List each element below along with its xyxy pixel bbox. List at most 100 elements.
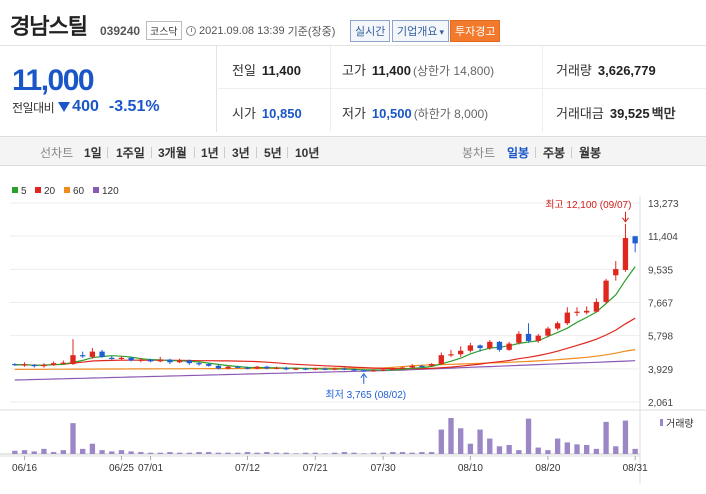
candle-body bbox=[438, 355, 444, 365]
candle-body bbox=[370, 370, 377, 372]
volume-bar bbox=[419, 452, 425, 454]
stat-value: 39,525 bbox=[609, 106, 650, 121]
tab-10y[interactable]: 10년 bbox=[295, 146, 320, 160]
candle-body bbox=[448, 354, 454, 356]
volume-bar bbox=[613, 446, 619, 454]
candle-body bbox=[312, 368, 318, 370]
candle-body bbox=[80, 355, 86, 357]
divider bbox=[330, 46, 331, 132]
realtime-button[interactable]: 실시간 bbox=[350, 20, 391, 42]
candle-body bbox=[477, 345, 483, 349]
tab-3m[interactable]: 3개월 bbox=[158, 146, 187, 160]
candle-body bbox=[399, 367, 406, 369]
candle-body bbox=[603, 280, 609, 302]
tab-1w[interactable]: 1주일 bbox=[116, 146, 145, 160]
candle-body bbox=[564, 312, 570, 324]
x-axis: 06/16 06/25 07/01 07/12 07/21 07/30 08/10 08/20… bbox=[0, 455, 648, 474]
ma-line-120 bbox=[14, 360, 636, 381]
stat-unit: 백만 bbox=[651, 106, 676, 121]
legend-swatch-20 bbox=[35, 187, 41, 193]
chart-legend: 5 20 60 120 bbox=[12, 186, 119, 197]
volume-bar bbox=[60, 450, 66, 454]
tab-monthly[interactable]: 월봉 bbox=[579, 146, 602, 160]
y-tick-label: 5,798 bbox=[648, 332, 673, 343]
candle-body bbox=[283, 367, 289, 370]
stat-sub: (상한가 14,800) bbox=[412, 64, 495, 78]
candle-body bbox=[12, 364, 18, 366]
volume-bar bbox=[157, 452, 163, 454]
company-overview-button[interactable]: 기업개요 ▾ bbox=[392, 20, 450, 42]
divider bbox=[535, 147, 536, 158]
volume-bar bbox=[302, 452, 309, 454]
market-badge: 코스닥 bbox=[146, 21, 182, 40]
tab-5y[interactable]: 5년 bbox=[264, 146, 282, 160]
y-tick-label: 7,667 bbox=[648, 299, 673, 310]
tab-weekly[interactable]: 주봉 bbox=[543, 146, 566, 160]
volume-bar bbox=[361, 453, 367, 454]
stock-code: 039240 bbox=[100, 24, 141, 38]
volume-bar bbox=[564, 442, 570, 454]
volume-bar bbox=[496, 446, 503, 454]
tab-1y[interactable]: 1년 bbox=[201, 146, 219, 160]
candle-body bbox=[574, 311, 580, 313]
volume-bar bbox=[341, 452, 348, 454]
tab-daily[interactable]: 일봉 bbox=[507, 146, 530, 160]
candle-body bbox=[458, 350, 464, 355]
candle-body bbox=[215, 365, 222, 369]
candlestick-chart[interactable]: 5 20 60 120 13,273 11,404 9,535 7,667 5,798 3,92… bbox=[0, 166, 706, 494]
chevron-down-icon: ▾ bbox=[439, 27, 445, 37]
volume-bar bbox=[535, 447, 541, 454]
legend-label-120: 120 bbox=[102, 186, 119, 197]
stat-label: 시가 bbox=[232, 106, 256, 121]
volume-bar bbox=[128, 451, 134, 454]
current-price: 11,000 bbox=[12, 64, 95, 97]
volume-bar bbox=[506, 445, 512, 454]
divider bbox=[107, 147, 108, 158]
legend-label-5: 5 bbox=[21, 186, 27, 197]
volume-legend-swatch bbox=[660, 419, 663, 426]
stat-label: 고가 bbox=[342, 63, 366, 78]
stock-name: 경남스틸 bbox=[10, 14, 88, 39]
change-label: 전일대비 bbox=[12, 100, 55, 115]
volume-bar bbox=[332, 452, 338, 454]
candle-body bbox=[632, 236, 638, 244]
volume-bar bbox=[409, 452, 415, 454]
candle-body bbox=[109, 357, 115, 360]
stat-value: 10,500 bbox=[371, 106, 412, 121]
tab-1d[interactable]: 1일 bbox=[84, 146, 102, 160]
basis-text: 기준(장중) bbox=[287, 26, 336, 38]
x-tick-label: 08/20 bbox=[535, 463, 560, 474]
candle-body bbox=[41, 364, 47, 367]
stat-sub: (하한가 8,000) bbox=[413, 107, 489, 121]
volume-bar bbox=[322, 453, 328, 454]
volume-bar bbox=[235, 452, 241, 454]
stat-label: 전일 bbox=[232, 63, 256, 78]
x-tick-label: 07/12 bbox=[235, 463, 260, 474]
price-stats: 전일 11,400 고가 11,400 (상한가 14,800) 거래량 3,626,7… bbox=[218, 46, 706, 132]
y-tick-label: 2,061 bbox=[648, 398, 673, 409]
volume-bar bbox=[370, 452, 377, 454]
candle-body bbox=[351, 369, 357, 371]
volume-label: 거래량 bbox=[666, 418, 694, 430]
volume-bar bbox=[574, 444, 580, 454]
divider bbox=[287, 147, 288, 158]
volume-bar bbox=[254, 452, 260, 454]
investment-warning-badge[interactable]: 투자경고 bbox=[450, 20, 501, 42]
max-arrow-head bbox=[622, 217, 629, 223]
candle-body bbox=[21, 364, 28, 366]
volume-bar bbox=[351, 452, 357, 454]
candle-body bbox=[332, 368, 338, 370]
tab-3y[interactable]: 3년 bbox=[232, 146, 250, 160]
volume-bar bbox=[458, 428, 464, 454]
candle-body bbox=[545, 328, 551, 336]
volume-bar bbox=[12, 450, 18, 454]
volume-bar bbox=[273, 452, 280, 454]
volume-bar bbox=[293, 453, 299, 454]
x-tick-label: 06/25 bbox=[109, 463, 134, 474]
candle-body bbox=[496, 341, 503, 350]
legend-swatch-60 bbox=[64, 187, 70, 193]
stat-value: 3,626,779 bbox=[597, 63, 656, 78]
chart-canvas[interactable]: 5 20 60 120 13,273 11,404 9,535 7,667 5,798 3,92… bbox=[0, 166, 706, 494]
volume-bar bbox=[41, 448, 47, 454]
timestamp: 2021.09.08 13:39 기준(장중) bbox=[186, 23, 335, 39]
